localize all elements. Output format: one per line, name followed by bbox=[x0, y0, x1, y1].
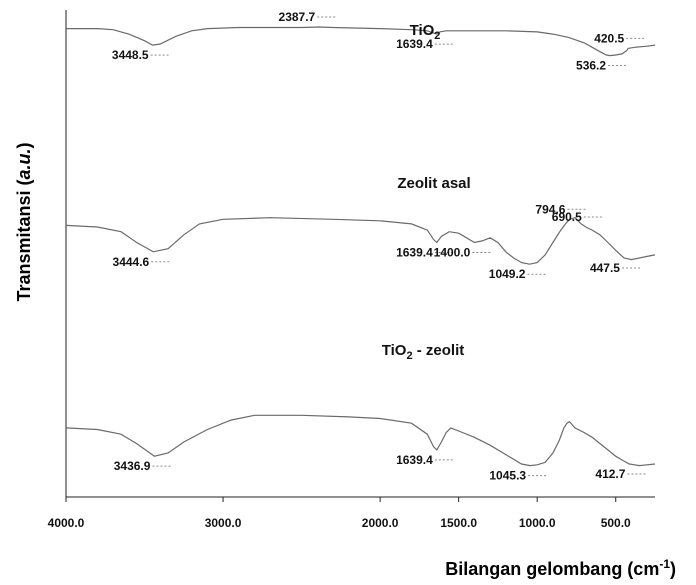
peak-label: 3444.6 bbox=[113, 255, 150, 269]
x-tick-label: 2000.0 bbox=[362, 516, 399, 530]
peak-label: 690.5 bbox=[552, 210, 582, 224]
series-name: TiO2 - zeolit bbox=[382, 342, 465, 362]
peak-label: 420.5 bbox=[594, 31, 624, 45]
series-name: TiO2 bbox=[410, 22, 441, 42]
peak-label: 412.7 bbox=[595, 467, 625, 481]
peak-label: 1639.4 bbox=[396, 37, 433, 51]
x-axis-label: Bilangan gelombang (cm-1) bbox=[445, 557, 676, 579]
series-name: Zeolit asal bbox=[397, 175, 470, 192]
y-axis-label: Transmitansi (a.u.) bbox=[14, 142, 34, 301]
x-tick-label: 1000.0 bbox=[519, 516, 556, 530]
peak-label: 3436.9 bbox=[114, 459, 151, 473]
peak-label: 2387.7 bbox=[279, 10, 316, 24]
peak-label: 3448.5 bbox=[112, 48, 149, 62]
peak-label: 536.2 bbox=[576, 59, 606, 73]
x-ticks: 4000.0 3000.0 2000.0 1500.0 1000.0 500.0 bbox=[48, 497, 631, 530]
peak-label: 447.5 bbox=[590, 261, 620, 275]
peak-label: 1639.4 bbox=[396, 246, 433, 260]
x-tick-label: 1500.0 bbox=[440, 516, 477, 530]
peak-label: 1045.3 bbox=[489, 469, 526, 483]
peak-label: 794.6 bbox=[535, 202, 565, 216]
series-line bbox=[66, 26, 656, 57]
peak-labels: 3448.5 2387.7 1639.4 536.2 420.5 3444.6 1639.4… bbox=[112, 10, 648, 483]
series-line bbox=[65, 217, 656, 265]
x-tick-label: 500.0 bbox=[601, 516, 631, 530]
peak-label: 1049.2 bbox=[489, 267, 526, 281]
x-tick-label: 4000.0 bbox=[48, 516, 85, 530]
series-labels: TiO2 Zeolit asal TiO2 - zeolit bbox=[382, 22, 471, 362]
series-line bbox=[65, 414, 656, 467]
peak-label: 1639.4 bbox=[396, 453, 433, 467]
spectra bbox=[65, 26, 656, 467]
peak-label: 1400.0 bbox=[434, 246, 471, 260]
x-tick-label: 3000.0 bbox=[205, 516, 242, 530]
